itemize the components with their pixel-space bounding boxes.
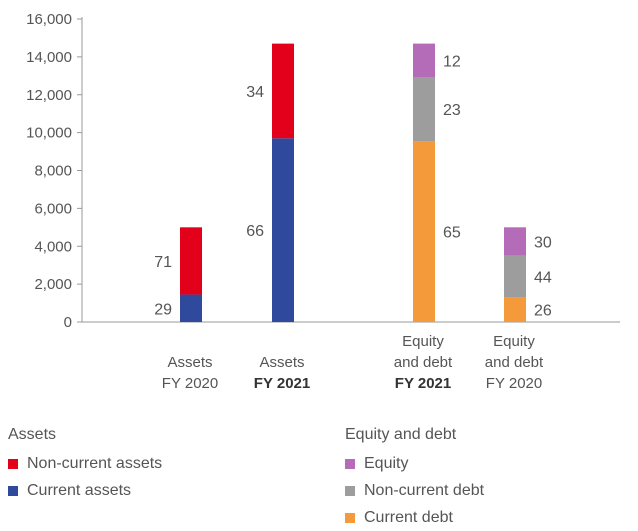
legend-item-current-assets: Current assets: [8, 477, 162, 504]
legend-swatch: [8, 458, 18, 469]
bar-segment: [272, 138, 294, 322]
category-label: FY 2021: [254, 375, 310, 392]
bar-segment: [504, 297, 526, 322]
segment-data-label: 65: [443, 225, 461, 242]
chart-bars: [180, 43, 526, 322]
stacked-bar-chart: 0 2,000 4,000 6,000 8,000 10,000 12,000 14,000 1…: [26, 11, 620, 392]
segment-data-label: 30: [534, 235, 552, 252]
segment-data-label: 29: [154, 301, 172, 318]
y-tick-label: 6,000: [34, 200, 72, 217]
legend-assets-title: Assets: [8, 426, 57, 443]
segment-data-label: 71: [154, 254, 172, 271]
y-tick-label: 16,000: [26, 11, 72, 28]
legend-label: Non-current assets: [27, 454, 163, 472]
legend-swatch: [345, 512, 355, 523]
legend-swatch: [345, 485, 355, 496]
category-label: FY 2020: [162, 375, 218, 392]
bar-segment: [180, 227, 202, 295]
segment-data-label: 34: [246, 84, 264, 101]
category-label: Equity: [493, 333, 535, 350]
y-tick-label: 8,000: [34, 163, 72, 180]
segment-data-label: 26: [534, 303, 552, 320]
category-label: FY 2021: [395, 375, 451, 392]
y-tick-label: 4,000: [34, 238, 72, 255]
category-label: and debt: [394, 354, 453, 371]
legend-item-non-current-debt: Non-current debt: [345, 477, 484, 504]
legend-equity-debt: Equity and debt Equity Non-current debt …: [345, 426, 484, 531]
legend-label: Equity: [364, 454, 409, 472]
legend-label: Non-current debt: [364, 481, 485, 499]
legend-swatch: [345, 458, 355, 469]
legend-swatch: [8, 485, 18, 496]
y-tick-label: 2,000: [34, 276, 72, 293]
bar-segment: [413, 141, 435, 322]
y-tick-label: 14,000: [26, 49, 72, 66]
y-tick-label: 10,000: [26, 125, 72, 142]
legend-label: Current debt: [364, 508, 453, 526]
bar-segment: [504, 255, 526, 298]
legend-item-current-debt: Current debt: [345, 504, 484, 531]
category-label: and debt: [485, 354, 544, 371]
bar-segment: [272, 43, 294, 139]
chart-labels: 29 71 Assets FY 2020 66 34 Assets FY 2021 65 23 12…: [154, 53, 552, 392]
category-label: FY 2020: [486, 375, 542, 392]
category-label: Equity: [402, 333, 444, 350]
legend-assets: Assets Non-current assets Current assets: [8, 426, 162, 504]
segment-data-label: 23: [443, 102, 461, 119]
segment-data-label: 12: [443, 53, 461, 70]
y-tick-label: 0: [64, 314, 72, 331]
legend-label: Current assets: [27, 481, 132, 499]
bar-segment: [413, 43, 435, 78]
segment-data-label: 66: [246, 223, 264, 240]
category-label: Assets: [259, 354, 304, 371]
y-tick-label: 12,000: [26, 87, 72, 104]
bar-segment: [413, 77, 435, 142]
legend-equity-debt-title: Equity and debt: [345, 426, 457, 443]
segment-data-label: 44: [534, 270, 552, 287]
legend-item-equity: Equity: [345, 450, 484, 477]
bar-segment: [180, 294, 202, 322]
category-label: Assets: [167, 354, 212, 371]
bar-segment: [504, 227, 526, 256]
legend-item-non-current-assets: Non-current assets: [8, 450, 162, 477]
chart-axes: 0 2,000 4,000 6,000 8,000 10,000 12,000 14,000 1…: [26, 11, 620, 331]
